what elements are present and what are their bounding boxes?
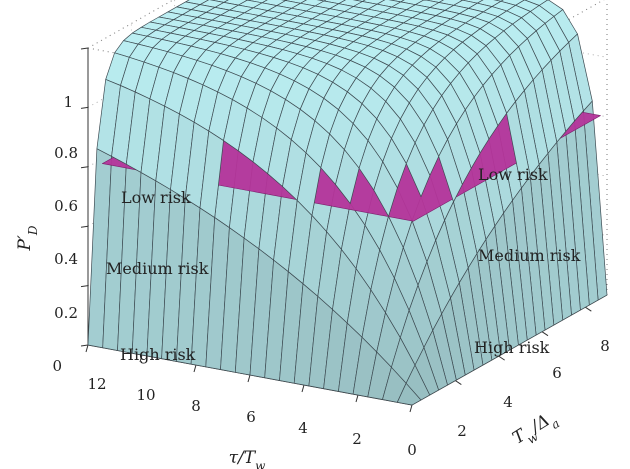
x-axis-title: τ/Tw [229,448,266,469]
z-tick [80,285,89,288]
zone-label-left: Low risk [121,188,191,207]
surface-cell [506,101,531,189]
x-tick [247,374,251,383]
y-tick [585,306,592,312]
x-tick [409,404,413,413]
surface-cell [405,142,431,198]
z-tick-label: 0.2 [54,304,78,322]
surface-cell [438,138,463,203]
surface-top [96,0,593,218]
x-tick-label: 0 [407,441,417,459]
z-tick [80,106,89,109]
y-tick-label: 8 [600,337,610,355]
z-tick-label: 0 [52,357,62,375]
x-tick [85,344,89,353]
x-tick-label: 6 [246,408,256,426]
y-tick-label: 2 [457,422,467,440]
x-tick-label: 10 [136,386,155,404]
probability-surface [87,100,608,406]
z-axis-title: P′D [15,225,40,251]
y-tick-label: 6 [552,364,562,382]
x-tick-label: 4 [298,419,308,437]
z-tick [80,344,89,347]
x-tick [193,364,197,373]
y-tick [541,331,549,337]
x-tick-label: 8 [191,397,201,415]
z-tick [80,166,89,169]
y-tick [498,355,505,361]
zone-label-left: High risk [120,345,196,364]
x-tick [139,354,143,363]
surface-cell [296,152,322,216]
zone-label-right: High risk [474,338,550,357]
x-tick [355,394,359,403]
z-tick [80,47,89,50]
zone-label-right: Low risk [478,165,548,184]
x-tick [301,384,305,393]
surface-cell [199,130,224,218]
zone-label-right: Medium risk [478,246,581,265]
z-tick-label: 0.6 [54,197,78,215]
y-tick-label: 4 [503,393,513,411]
surface-cell [373,161,398,217]
surface-cell [335,149,360,204]
x-tick-label: 12 [87,375,106,393]
z-tick-label: 0.8 [54,144,78,162]
zone-label-left: Medium risk [106,259,209,278]
z-tick [80,225,89,228]
x-tick-label: 2 [352,430,362,448]
z-tick-label: 0.4 [54,250,78,268]
surface-cell [396,382,422,406]
y-tick [455,380,462,385]
z-tick-label: 1 [63,93,73,111]
y-axis-title: Tw/Δa [509,407,562,453]
